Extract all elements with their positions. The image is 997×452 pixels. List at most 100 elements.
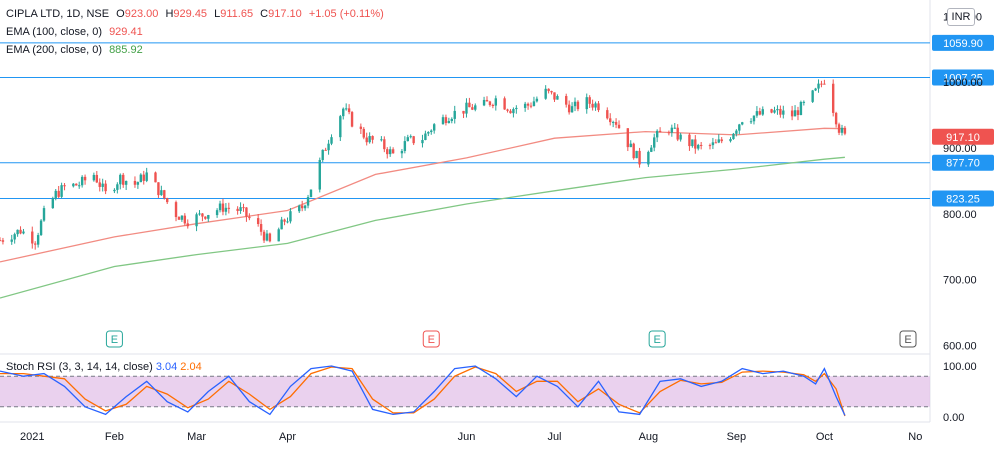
candle-body	[755, 111, 759, 116]
candle-body	[80, 176, 84, 186]
x-tick-label: Apr	[279, 431, 296, 443]
candle-body	[113, 189, 116, 192]
candle-body	[758, 111, 762, 115]
stoch-rsi-pane	[0, 365, 930, 417]
candle-body	[22, 231, 25, 234]
chart-grid	[0, 0, 931, 423]
horizontal-levels[interactable]: 1059.90 1007.25 877.70 823.25	[0, 34, 994, 207]
candle-body	[834, 112, 838, 125]
candle-body	[248, 216, 251, 219]
candle-body	[717, 139, 720, 143]
candle-body	[318, 159, 321, 190]
candle-body	[427, 132, 430, 134]
stoch-k-value: 3.04	[155, 361, 178, 373]
candle-body	[406, 137, 409, 142]
earnings-marker-label: E	[904, 334, 911, 346]
x-tick-label: Aug	[639, 431, 659, 443]
candle-body	[324, 149, 327, 151]
candle-body	[166, 198, 169, 203]
earnings-marker-icon	[648, 330, 666, 348]
level-label-bg	[932, 154, 994, 171]
candle-body	[280, 219, 283, 230]
candle-body	[283, 219, 286, 222]
candle-body	[509, 110, 512, 114]
stoch-legend: Stoch RSI (3, 3, 14, 14, close) 3.04 2.0…	[6, 361, 202, 373]
x-tick-label: Jun	[458, 431, 476, 443]
candle-body	[119, 174, 122, 185]
candle-body	[741, 122, 744, 125]
y-tick-label: 900.00	[943, 143, 977, 155]
candle-body	[34, 243, 37, 245]
candle-body	[694, 139, 697, 149]
candle-body	[526, 103, 530, 106]
candle-body	[368, 136, 371, 143]
candle-body	[145, 172, 148, 181]
candle-body	[708, 145, 712, 147]
candle-body	[54, 190, 57, 199]
earnings-marker-label: E	[653, 334, 660, 346]
candle-body	[523, 103, 527, 108]
candle-body	[139, 174, 143, 183]
candle-body	[588, 97, 591, 104]
candle-body	[699, 144, 703, 146]
candle-body	[303, 205, 307, 209]
level-label-bg	[932, 34, 994, 51]
candle-body	[321, 149, 324, 160]
x-tick-label: 2021	[20, 431, 44, 443]
candle-body	[412, 136, 415, 144]
candle-body	[430, 130, 433, 133]
candle-body	[75, 183, 78, 186]
candle-body	[13, 234, 16, 240]
candle-body	[441, 117, 445, 125]
candle-body	[183, 215, 187, 224]
candle-body	[174, 202, 178, 218]
candle-body	[547, 88, 550, 92]
candle-body	[133, 180, 137, 185]
candle-body	[735, 130, 738, 134]
ema100-path	[0, 127, 845, 263]
y-tick-label: 700.00	[943, 275, 977, 287]
low-value: 911.65	[220, 8, 254, 20]
candle-body	[60, 185, 63, 197]
candle-body	[720, 139, 723, 142]
candle-body	[42, 208, 46, 221]
level-label-bg	[932, 69, 994, 86]
candle-body	[101, 183, 104, 187]
candle-body	[494, 98, 498, 106]
candle-body	[63, 185, 66, 187]
candle-body	[421, 139, 424, 144]
candle-body	[215, 210, 219, 216]
candle-body	[92, 174, 96, 181]
level-label: 823.25	[946, 194, 980, 206]
candle-body	[556, 96, 559, 100]
candle-body	[468, 102, 471, 108]
candle-body	[362, 128, 365, 138]
candle-body	[95, 174, 99, 183]
x-tick-label: Jul	[547, 431, 561, 443]
y-tick-label: 600.00	[943, 340, 977, 352]
currency-button[interactable]: INR	[947, 8, 975, 26]
stoch-label: Stoch RSI (3, 3, 14, 14, close)	[6, 361, 153, 373]
candle-body	[83, 176, 87, 181]
candle-body	[447, 121, 451, 124]
candle-body	[342, 108, 345, 117]
ohlc-legend: CIPLA LTD, 1D, NSE O923.00 H929.45 L911.…	[6, 8, 388, 20]
candle-body	[714, 142, 718, 144]
candle-body	[474, 105, 477, 110]
candle-body	[535, 98, 539, 102]
open-label: O	[116, 8, 125, 20]
candle-body	[532, 101, 536, 106]
candle-body	[327, 143, 330, 151]
candle-body	[289, 211, 292, 222]
candle-body	[653, 137, 656, 148]
candle-body	[796, 110, 800, 115]
ema200-legend: EMA (200, close, 0) 885.92	[6, 44, 147, 56]
candle-body	[0, 240, 2, 242]
candle-body	[339, 116, 342, 138]
candle-body	[553, 92, 556, 100]
candle-body	[432, 124, 436, 131]
ema100-label: EMA (100, close, 0)	[6, 26, 102, 38]
candle-body	[711, 142, 715, 146]
